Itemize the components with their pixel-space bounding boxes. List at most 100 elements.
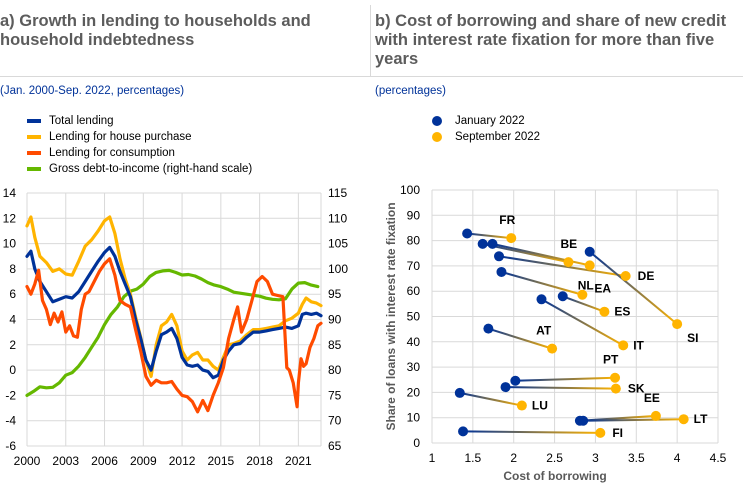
point-jan-pt — [510, 375, 521, 386]
y-tick-right: 80 — [328, 363, 342, 377]
point-label-at: AT — [536, 324, 552, 338]
point-label-ee: EE — [644, 391, 660, 405]
x-tick: 2015 — [207, 454, 234, 468]
connector-es — [562, 295, 605, 313]
y-tick-right: 105 — [328, 237, 348, 251]
x-tick: 2000 — [14, 454, 41, 468]
y-tick-left: 0 — [9, 363, 16, 377]
connector-be — [482, 242, 569, 264]
point-jan-fr — [462, 228, 473, 239]
panel-a-title: a) Growth in lending to households and h… — [0, 12, 311, 49]
point-label-nl: NL — [578, 278, 594, 292]
point-sep-lu — [516, 400, 527, 411]
panel-b-legend: January 2022 September 2022 — [432, 113, 540, 145]
y-tick-left: 12 — [3, 211, 17, 225]
point-sep-pt — [610, 372, 621, 383]
y-tick-right: 70 — [328, 414, 342, 428]
legend-marker — [432, 116, 442, 126]
point-label-ea: EA — [594, 282, 611, 296]
y-tick: 40 — [407, 335, 421, 349]
x-axis-label: Cost of borrowing — [503, 469, 606, 483]
connector-pt — [515, 376, 616, 382]
legend-swatch — [27, 151, 41, 155]
x-tick: 2009 — [130, 454, 157, 468]
series-line-total-lending — [25, 245, 323, 380]
x-tick: 3 — [592, 451, 599, 465]
connector-fi — [463, 430, 601, 434]
y-tick-left: -4 — [5, 414, 16, 428]
point-sep-lt — [678, 414, 689, 425]
point-sep-de — [620, 271, 631, 282]
legend-marker — [432, 132, 442, 142]
x-tick: 1.5 — [465, 451, 482, 465]
point-sep-si — [672, 319, 683, 330]
y-tick: 90 — [407, 208, 421, 222]
legend-item-total-lending: Total lending — [27, 113, 252, 129]
x-tick: 3.5 — [628, 451, 645, 465]
legend-item-consumption: Lending for consumption — [27, 145, 252, 161]
legend-label: Lending for consumption — [49, 147, 175, 159]
x-tick: 2006 — [91, 454, 118, 468]
point-jan-at — [483, 323, 494, 334]
panel-a-line-chart: 14 12 10 8 6 4 2 0 -2 -4 -6 115 110 105 100 95 90 85 80 75 7… — [3, 186, 349, 468]
point-sep-nl — [584, 260, 595, 271]
y-tick-right: 110 — [328, 211, 347, 225]
y-tick: 60 — [407, 284, 421, 298]
series-line-lending-for-house-purchase — [25, 215, 323, 378]
legend-swatch — [27, 119, 41, 123]
point-jan-it — [536, 294, 547, 305]
point-jan-ea — [496, 266, 507, 277]
point-jan-es — [557, 291, 568, 302]
y-tick-left: 14 — [3, 186, 17, 200]
legend-label: September 2022 — [455, 131, 541, 143]
point-jan-nl — [487, 238, 498, 249]
legend-item-january-2022: January 2022 — [432, 113, 540, 129]
y-tick-right: 115 — [328, 186, 347, 200]
y-axis-label: Share of loans with interest rate fixati… — [384, 202, 398, 430]
legend-label: Lending for house purchase — [49, 131, 192, 143]
legend-item-debt-to-income: Gross debt-to-income (right-hand scale) — [27, 161, 252, 177]
point-sep-fi — [595, 427, 606, 438]
series-line-lending-for-consumption — [25, 257, 323, 414]
point-sep-at — [547, 343, 558, 354]
point-sep-ea — [577, 289, 588, 300]
point-label-es: ES — [614, 305, 630, 319]
header-divider-horizontal — [0, 76, 743, 77]
point-label-sk: SK — [628, 382, 645, 396]
header-divider-vertical — [370, 5, 371, 76]
legend-swatch — [27, 135, 41, 139]
panel-a-subtitle: (Jan. 2000-Sep. 2022, percentages) — [0, 85, 185, 97]
y-tick-right: 100 — [328, 262, 348, 276]
point-jan-fi — [458, 426, 469, 437]
connector-si — [589, 250, 678, 325]
point-jan-be — [477, 238, 488, 249]
x-tick: 4 — [674, 451, 681, 465]
point-sep-sk — [610, 383, 621, 394]
y-tick-right: 75 — [328, 388, 342, 402]
point-label-be: BE — [560, 237, 577, 251]
legend-label: Gross debt-to-income (right-hand scale) — [49, 163, 253, 175]
panel-b-subtitle: (percentages) — [375, 85, 446, 97]
x-tick: 2012 — [169, 454, 196, 468]
panel-a-legend: Total lending Lending for house purchase… — [27, 113, 252, 177]
y-tick-left: -6 — [5, 439, 16, 453]
connector-nl — [492, 242, 590, 267]
y-tick-right: 90 — [328, 313, 342, 327]
y-tick-left: 10 — [3, 237, 17, 251]
y-tick-left: 4 — [9, 313, 16, 327]
connector-sk — [505, 386, 616, 390]
legend-label: Total lending — [49, 115, 114, 127]
connector-lu — [459, 391, 523, 407]
legend-item-house-purchase: Lending for house purchase — [27, 129, 252, 145]
x-tick: 2.5 — [546, 451, 563, 465]
y-tick-right: 95 — [328, 287, 342, 301]
point-label-si: SI — [687, 331, 698, 345]
point-sep-ee — [650, 410, 661, 421]
connector-fr — [467, 232, 512, 240]
point-sep-es — [599, 306, 610, 317]
point-jan-sk — [500, 382, 511, 393]
point-label-fi: FI — [612, 426, 623, 440]
point-jan-si — [584, 246, 595, 257]
legend-label: January 2022 — [455, 115, 525, 127]
